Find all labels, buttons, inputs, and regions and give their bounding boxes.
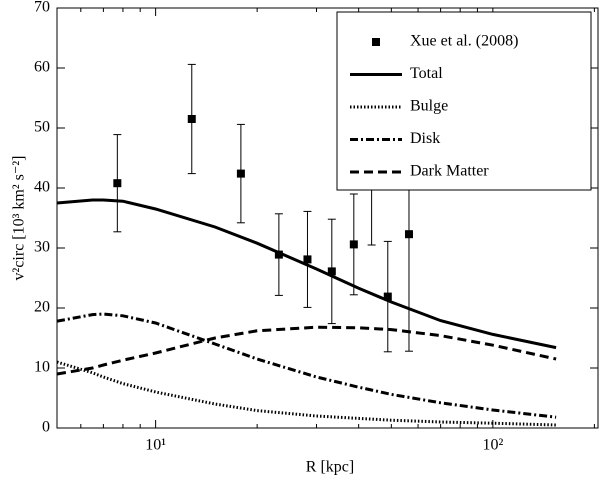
data-point [113,179,122,188]
data-point [236,169,245,178]
data-point [187,115,196,123]
legend-label: Disk [410,130,440,147]
legend-label: Dark Matter [410,163,489,180]
x-axis-label: R [kpc] [306,459,354,476]
legend-label: Total [410,65,443,82]
data-point [383,292,392,301]
legend-label: Xue et al. (2008) [410,33,518,50]
plot-frame [56,7,599,429]
y-tick-label: 70 [34,0,50,16]
data-point [327,267,336,276]
y-tick-label: 30 [34,239,50,256]
data-point [349,240,358,249]
y-tick-label: 50 [34,119,50,136]
x-tick-label: 10¹ [145,437,166,454]
data-point [274,250,283,259]
y-tick-label: 60 [34,59,50,76]
legend-marker [372,38,380,46]
y-tick-label: 0 [42,419,50,436]
curve [57,198,557,350]
curve [57,360,557,427]
curve [57,312,557,419]
legend-label: Bulge [410,98,448,115]
y-tick-label: 10 [34,359,50,376]
data-point [303,255,312,264]
y-tick-label: 20 [34,299,50,316]
x-tick-label: 10² [482,437,503,454]
curve [57,325,557,376]
data-point [404,230,413,239]
y-axis-label: v²circ [10³ km² s⁻²] [11,156,28,281]
y-tick-label: 40 [34,179,50,196]
